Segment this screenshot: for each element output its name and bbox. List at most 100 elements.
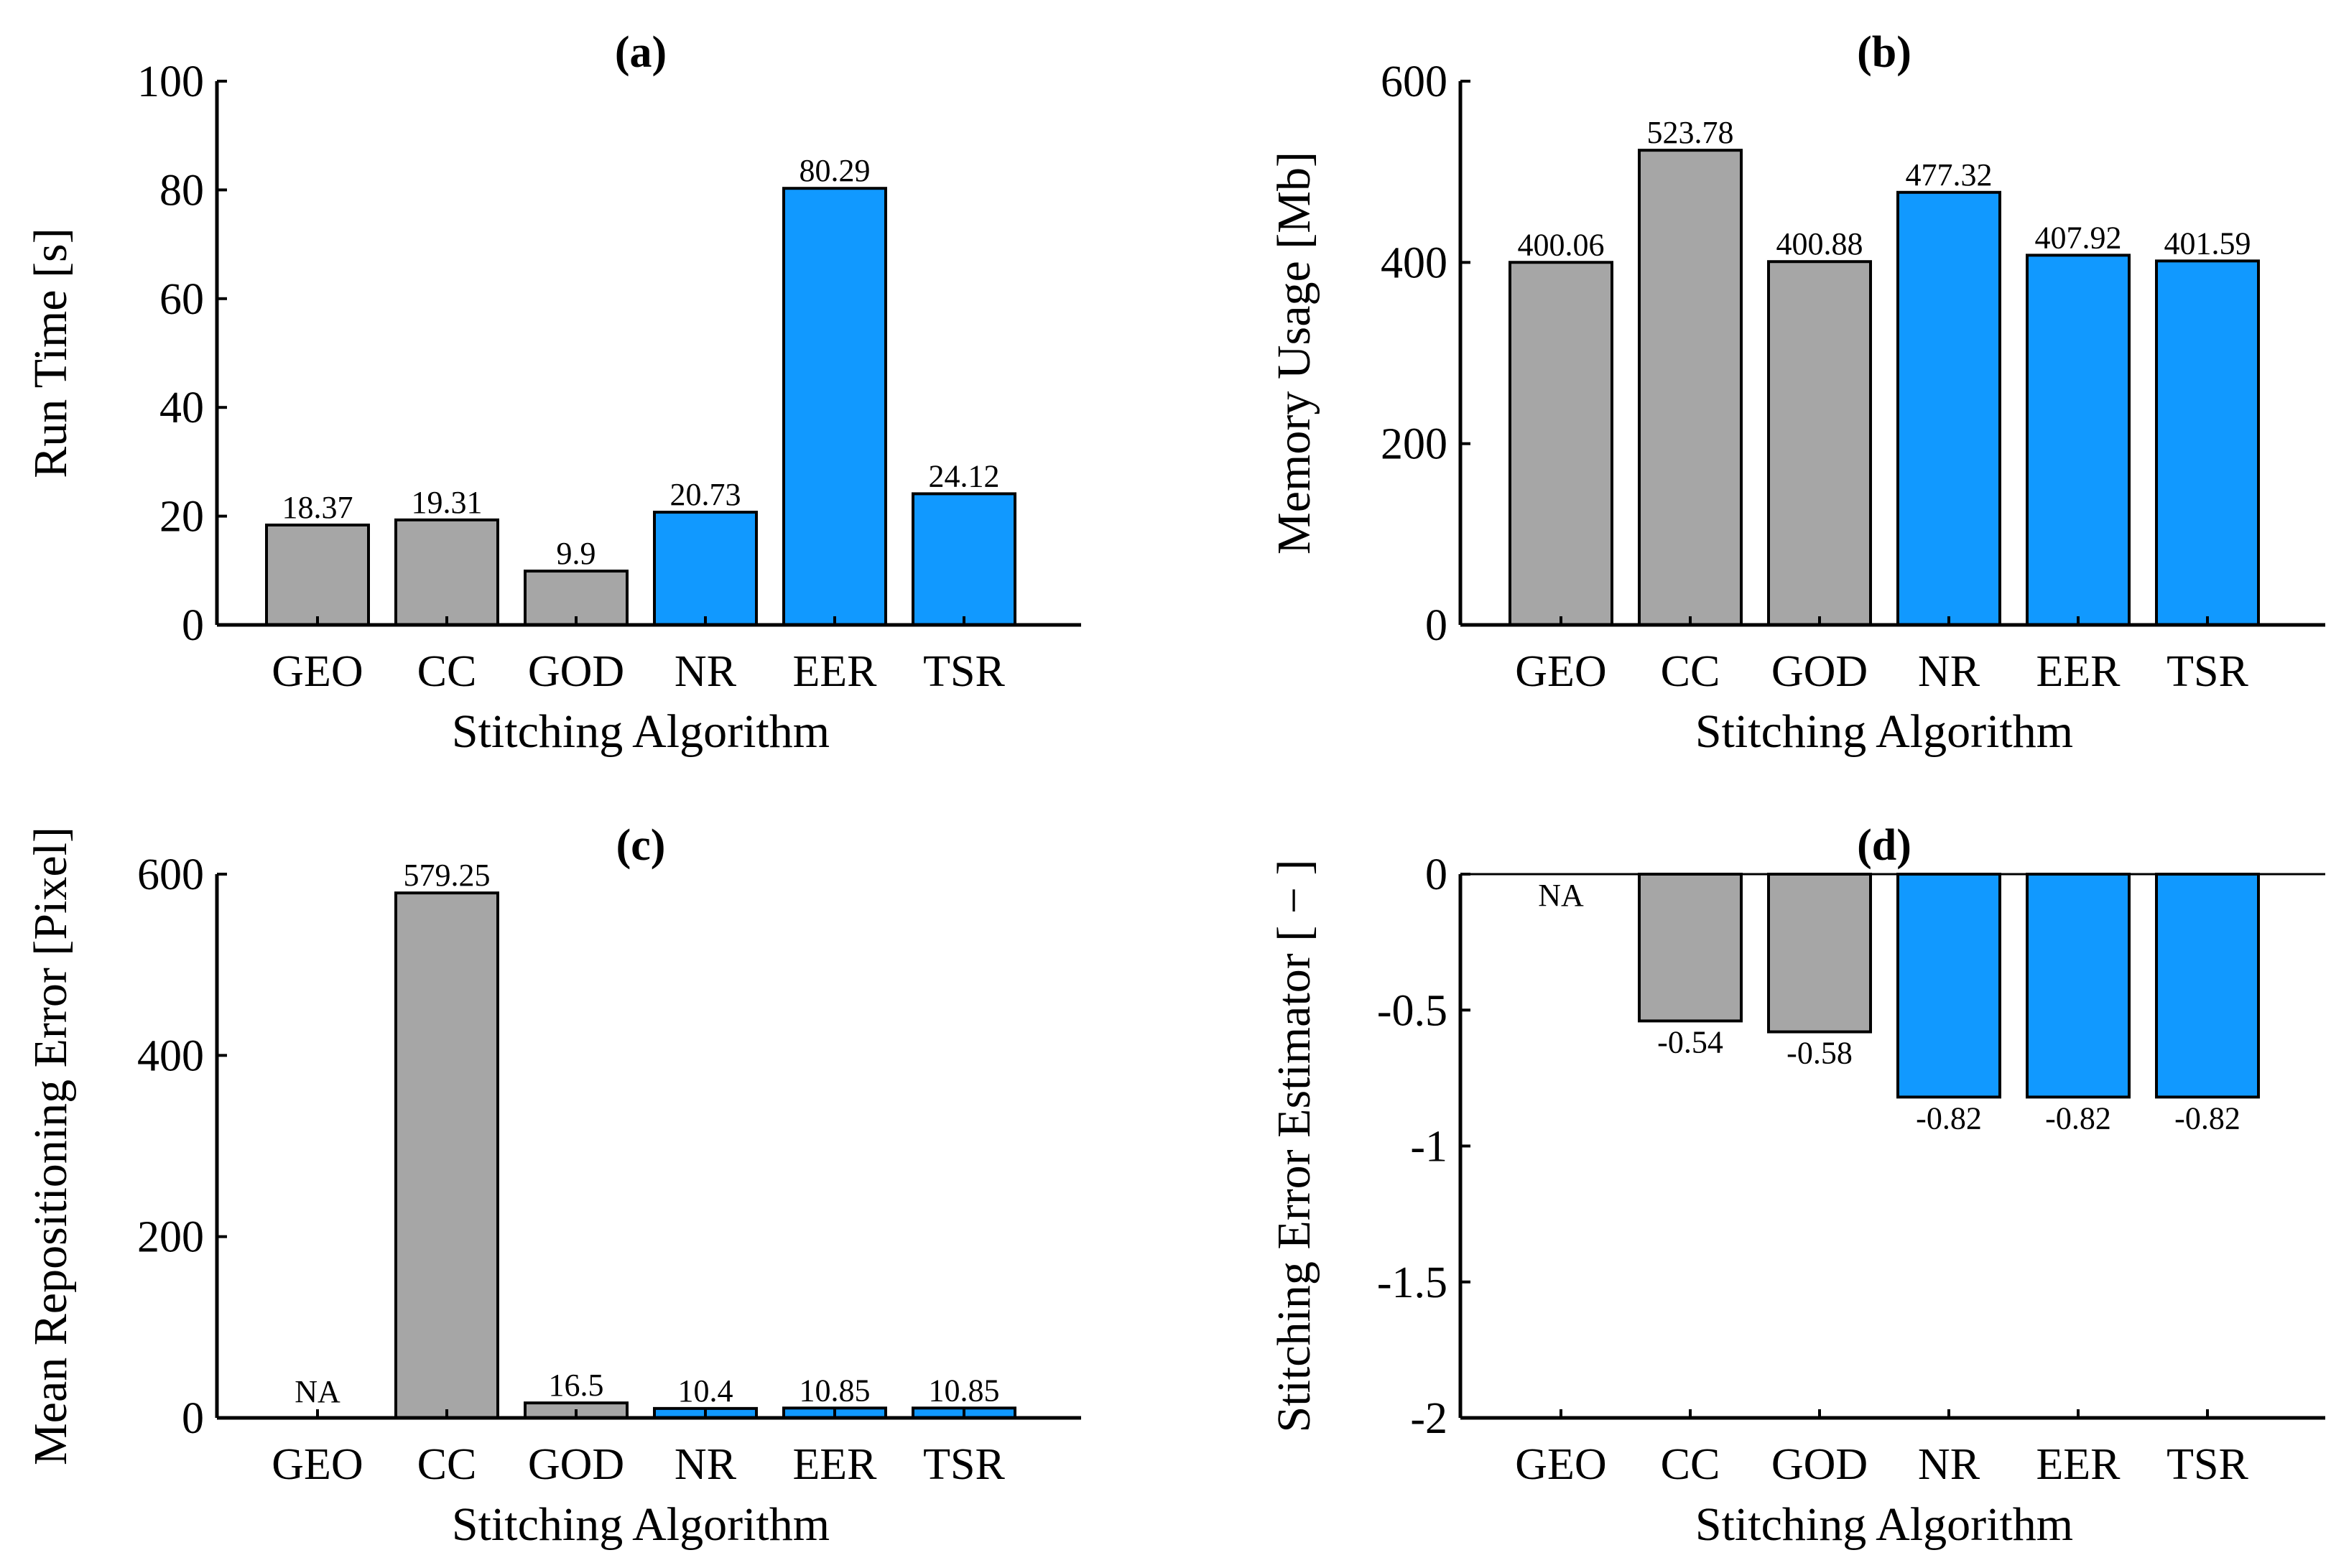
y-axis-label: Stitching Error Estimator [ − ]: [1268, 860, 1320, 1433]
x-tick-label: EER: [792, 647, 877, 696]
y-axis-label: Memory Usage [Mb]: [1268, 152, 1320, 555]
bar-d-god: [1767, 873, 1872, 1034]
y-axis-label: Mean Repositioning Error [Pixel]: [24, 827, 77, 1465]
panel-d: NA -0.54 -0.58 -0.82 -0.82 -0.82 -2 -1.5 -1 -0.5 0…: [1268, 821, 2325, 1551]
y-tick-label: 80: [159, 166, 204, 215]
y-tick-label: 0: [1425, 601, 1447, 650]
value-label: -0.82: [2174, 1100, 2240, 1136]
bar-d-eer: [2026, 873, 2131, 1099]
y-tick-label: -1: [1410, 1123, 1447, 1172]
y-tick-label: 0: [1425, 850, 1447, 899]
value-label-na: NA: [295, 1374, 340, 1409]
chart-title: (c): [616, 821, 666, 870]
x-tick-label: NR: [675, 1440, 737, 1489]
x-tick-label: GEO: [272, 647, 363, 696]
value-label: 10.85: [800, 1373, 871, 1408]
y-tick-label: 400: [137, 1031, 204, 1080]
panel-a: 18.37 19.31 9.9 20.73 80.29 24.12 0 20 40 60 80 100…: [24, 28, 1081, 758]
bar-d-tsr: [2155, 873, 2260, 1099]
x-tick-label: TSR: [923, 647, 1005, 696]
chart-title: (b): [1857, 28, 1911, 77]
x-tick-label: GEO: [1515, 1440, 1606, 1489]
y-tick-label: 200: [1381, 420, 1447, 469]
x-tick-label: EER: [2036, 647, 2121, 696]
bar-d-nr: [1896, 873, 2001, 1099]
x-tick-label: TSR: [2167, 1440, 2248, 1489]
bar-b-tsr: [2155, 259, 2260, 626]
value-label: -0.58: [1787, 1036, 1853, 1071]
x-tick-label: GEO: [272, 1440, 363, 1489]
x-tick-label: CC: [1661, 1440, 1720, 1489]
bar-a-eer: [782, 187, 887, 626]
y-tick-label: 400: [1381, 238, 1447, 287]
x-tick-label: GOD: [528, 1440, 624, 1489]
x-axis-label: Stitching Algorithm: [1695, 705, 2073, 758]
bar-a-tsr: [912, 492, 1016, 627]
x-tick-label: GOD: [1771, 1440, 1868, 1489]
bar-b-god: [1767, 260, 1872, 626]
value-label: 20.73: [670, 477, 741, 512]
y-tick-label: 200: [137, 1213, 204, 1262]
value-label: 477.32: [1906, 157, 1993, 192]
y-tick-label: 60: [159, 275, 204, 324]
bar-c-cc: [394, 891, 499, 1419]
x-tick-label: GEO: [1515, 647, 1606, 696]
x-axis-label: Stitching Algorithm: [452, 705, 830, 758]
bar-b-geo: [1509, 261, 1613, 626]
value-label: 80.29: [800, 153, 871, 188]
chart-title: (d): [1857, 821, 1911, 870]
value-label: 401.59: [2164, 226, 2251, 261]
x-axis-label: Stitching Algorithm: [452, 1498, 830, 1551]
bar-a-nr: [653, 511, 758, 627]
value-label: 400.88: [1776, 226, 1863, 261]
y-tick-label: 40: [159, 384, 204, 432]
x-tick-label: EER: [792, 1440, 877, 1489]
x-tick-label: TSR: [2167, 647, 2248, 696]
value-label: 18.37: [282, 490, 353, 525]
y-tick-label: 0: [182, 601, 204, 650]
panel-b: 400.06 523.78 400.88 477.32 407.92 401.59 0 200…: [1268, 28, 2325, 758]
value-label: 24.12: [929, 458, 1000, 493]
y-tick-label: -0.5: [1377, 986, 1447, 1035]
x-axis-label: Stitching Algorithm: [1695, 1498, 2073, 1551]
value-label: 523.78: [1647, 115, 1734, 150]
value-label: -0.54: [1657, 1024, 1723, 1059]
value-label: 407.92: [2035, 220, 2122, 255]
value-label: 10.4: [678, 1373, 733, 1409]
x-tick-label: CC: [417, 1440, 477, 1489]
y-tick-label: -2: [1410, 1394, 1447, 1443]
value-label: 10.85: [929, 1373, 1000, 1408]
bar-b-nr: [1896, 190, 2001, 627]
bar-a-geo: [265, 523, 370, 626]
value-label: 16.5: [549, 1368, 604, 1403]
value-label: 579.25: [404, 858, 491, 893]
value-label: -0.82: [1916, 1100, 1982, 1136]
y-tick-label: 600: [137, 850, 204, 899]
value-label: 19.31: [412, 485, 483, 520]
x-tick-label: CC: [1661, 647, 1720, 696]
chart-title: (a): [615, 28, 667, 77]
y-tick-label: 100: [137, 57, 204, 106]
x-tick-label: EER: [2036, 1440, 2121, 1489]
bar-a-cc: [394, 518, 499, 626]
y-tick-label: 600: [1381, 57, 1447, 106]
y-tick-label: 20: [159, 493, 204, 542]
panel-c: NA 579.25 16.5 10.4 10.85 10.85 0 200 400 600 GEO C…: [24, 821, 1081, 1551]
bar-b-eer: [2026, 254, 2131, 626]
value-label: -0.82: [2045, 1100, 2111, 1136]
x-tick-label: GOD: [528, 647, 624, 696]
y-tick-label: 0: [182, 1394, 204, 1443]
value-label: 9.9: [557, 536, 596, 571]
x-tick-label: NR: [1918, 1440, 1980, 1489]
value-label-na: NA: [1538, 878, 1584, 913]
x-tick-label: CC: [417, 647, 477, 696]
x-tick-label: GOD: [1771, 647, 1868, 696]
x-tick-label: TSR: [923, 1440, 1005, 1489]
x-tick-label: NR: [1918, 647, 1980, 696]
bar-b-cc: [1638, 149, 1743, 626]
y-tick-label: -1.5: [1377, 1258, 1447, 1307]
bar-d-cc: [1638, 873, 1743, 1023]
x-tick-label: NR: [675, 647, 737, 696]
value-label: 400.06: [1518, 227, 1605, 262]
